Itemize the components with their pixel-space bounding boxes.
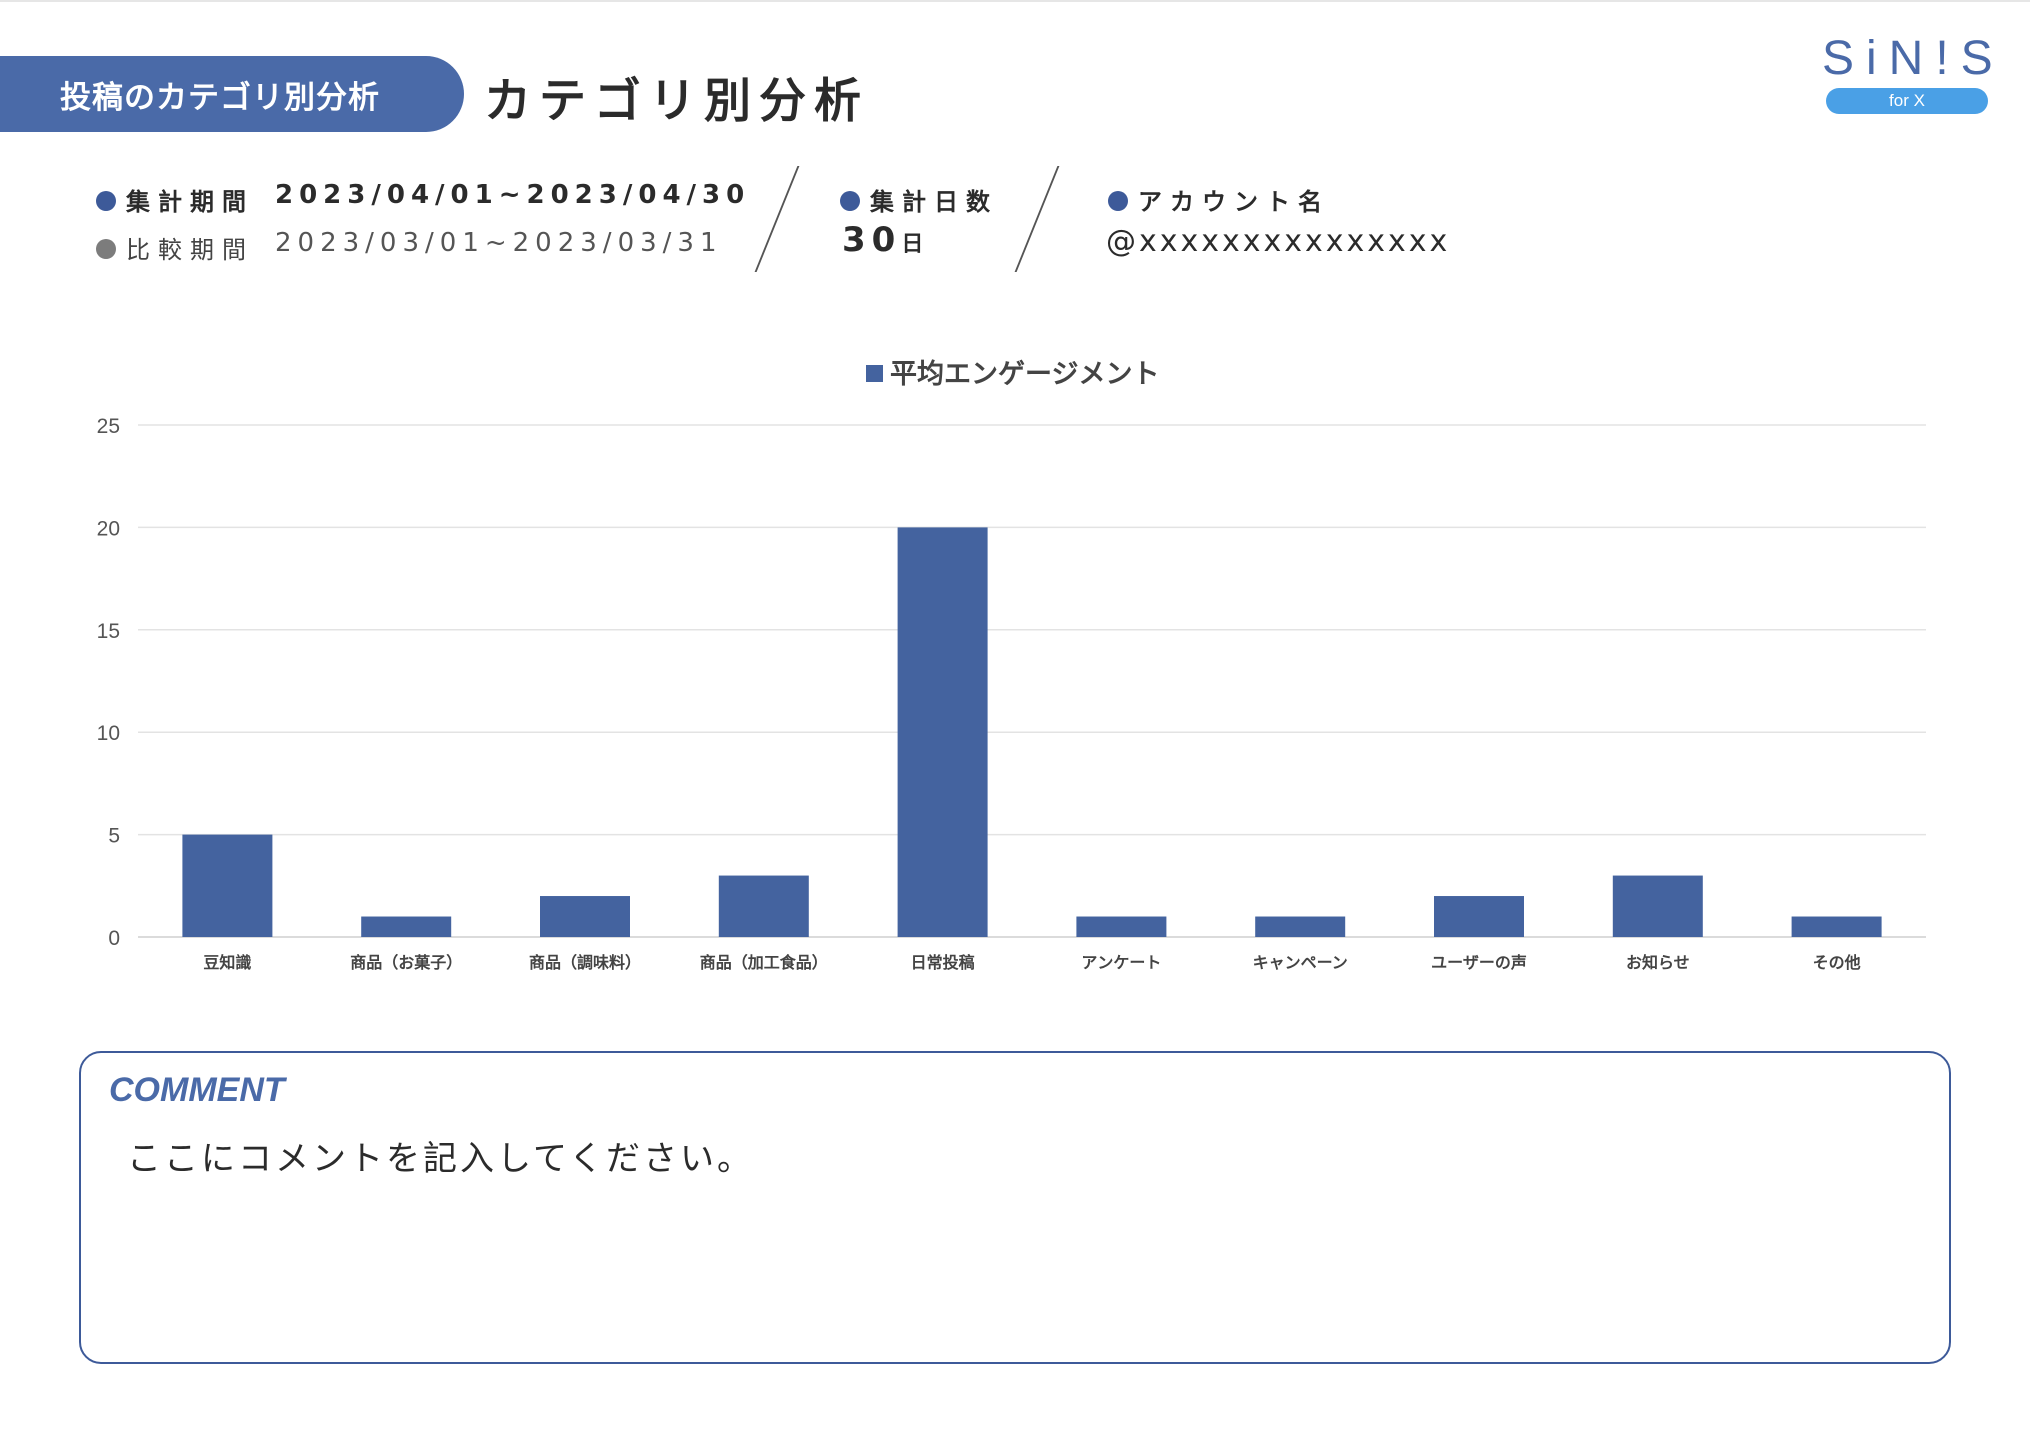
- bar: [540, 896, 630, 937]
- compare-value: 2023/03/01~2023/03/31: [275, 228, 723, 258]
- period-bullet-icon: [96, 191, 116, 211]
- period-label-row: 集計期間: [96, 182, 254, 217]
- x-tick-label: キャンペーン: [1253, 953, 1348, 972]
- bar-series: [182, 527, 1882, 937]
- comment-heading: COMMENT: [109, 1071, 285, 1109]
- y-tick-label: 0: [108, 927, 120, 950]
- days-value-group: 30日: [842, 220, 923, 260]
- y-axis-ticks: 0 5 10 15 20 25: [97, 415, 120, 950]
- bar: [361, 916, 452, 937]
- days-label: 集計日数: [870, 188, 998, 216]
- legend-swatch: [866, 365, 883, 382]
- x-tick-label: アンケート: [1081, 953, 1161, 972]
- compare-bullet-icon: [96, 239, 116, 259]
- logo-badge: for X: [1826, 88, 1988, 114]
- x-tick-label: ユーザーの声: [1431, 953, 1527, 972]
- compare-label: 比較期間: [126, 236, 254, 264]
- logo-wordmark: SiN!S: [1822, 32, 2005, 85]
- account-bullet-icon: [1108, 191, 1128, 211]
- x-tick-label: 日常投稿: [911, 953, 975, 972]
- x-tick-label: 豆知識: [203, 953, 251, 972]
- brand-logo: SiN!S for X: [1822, 30, 2005, 118]
- engagement-bar-chart: 平均エンゲージメント 0 5 10 15 20 25 豆知識 商品（お菓子） 商品（調味料） 商…: [97, 359, 1926, 972]
- x-tick-label: お知らせ: [1626, 953, 1690, 972]
- bar: [1612, 875, 1703, 937]
- section-label: 投稿のカテゴリ別分析: [0, 56, 464, 132]
- x-tick-label: 商品（調味料）: [529, 953, 641, 972]
- account-label-row: アカウント名: [1108, 182, 1330, 217]
- bar: [1076, 916, 1167, 937]
- comment-text[interactable]: ここにコメントを記入してください。: [127, 1139, 754, 1179]
- days-bullet-icon: [840, 191, 860, 211]
- days-unit: 日: [901, 232, 924, 257]
- top-border: [0, 0, 2030, 2]
- page-title: カテゴリ別分析: [484, 74, 869, 129]
- x-axis-labels: 豆知識 商品（お菓子） 商品（調味料） 商品（加工食品） 日常投稿 アンケート キャンペーン…: [203, 953, 1860, 972]
- y-tick-label: 15: [97, 620, 120, 643]
- days-value: 30: [842, 220, 902, 260]
- period-label: 集計期間: [126, 188, 254, 216]
- account-label: アカウント名: [1138, 188, 1330, 216]
- y-tick-label: 20: [97, 517, 120, 540]
- x-tick-label: 商品（加工食品）: [700, 953, 828, 972]
- comment-box[interactable]: COMMENT ここにコメントを記入してください。: [79, 1051, 1951, 1364]
- period-value: 2023/04/01~2023/04/30: [275, 180, 751, 210]
- account-value: @xxxxxxxxxxxxxxx: [1106, 224, 1451, 259]
- bar: [897, 527, 988, 937]
- bar: [1255, 916, 1346, 937]
- y-tick-label: 5: [108, 825, 120, 848]
- x-tick-label: その他: [1813, 953, 1861, 972]
- x-tick-label: 商品（お菓子）: [350, 953, 462, 972]
- bar: [718, 875, 809, 937]
- legend-label: 平均エンゲージメント: [890, 359, 1159, 390]
- y-tick-label: 25: [97, 415, 120, 438]
- compare-label-row: 比較期間: [96, 230, 254, 265]
- chart-grid: [138, 424, 1926, 938]
- bar: [182, 834, 273, 937]
- meta-divider: [1014, 166, 1060, 272]
- bar: [1434, 896, 1524, 937]
- meta-divider: [754, 166, 800, 272]
- bar: [1791, 916, 1882, 937]
- y-tick-label: 10: [97, 722, 120, 745]
- days-label-row: 集計日数: [840, 182, 998, 217]
- chart-legend: 平均エンゲージメント: [866, 359, 1159, 390]
